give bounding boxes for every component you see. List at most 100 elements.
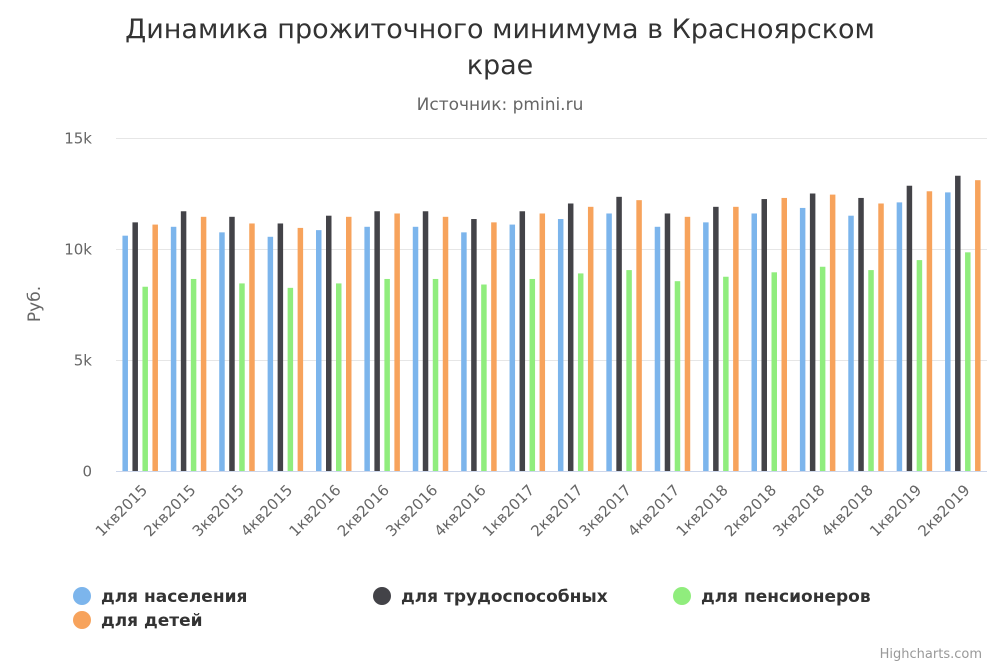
bar[interactable] — [316, 230, 322, 471]
bar[interactable] — [771, 272, 778, 471]
bar[interactable] — [509, 224, 516, 471]
bar[interactable] — [519, 211, 526, 471]
bar[interactable] — [132, 222, 138, 471]
bar[interactable] — [336, 283, 342, 471]
legend-label: для трудоспособных — [401, 587, 608, 607]
chart-title-line-2: крае — [467, 50, 534, 81]
bar[interactable] — [965, 252, 971, 471]
bar[interactable] — [829, 194, 836, 472]
x-tick-label: 2кв2019 — [915, 481, 974, 540]
legend-marker — [73, 611, 91, 629]
bar[interactable] — [809, 193, 816, 472]
bar[interactable] — [200, 216, 207, 471]
bar[interactable] — [384, 278, 390, 471]
bar[interactable] — [945, 192, 951, 471]
x-tick-label: 2кв2018 — [721, 481, 780, 540]
bar[interactable] — [587, 206, 594, 471]
bars-layer — [122, 175, 981, 472]
bar[interactable] — [297, 227, 304, 471]
bar[interactable] — [287, 287, 294, 471]
bar[interactable] — [916, 260, 923, 471]
bar[interactable] — [346, 216, 352, 471]
bar[interactable] — [713, 206, 719, 471]
bar[interactable] — [412, 226, 419, 471]
y-tick-label: 10k — [64, 241, 92, 259]
legend-item[interactable]: для пенсионеров — [673, 587, 871, 607]
x-tick-label: 3кв2018 — [769, 481, 828, 540]
bar[interactable] — [636, 200, 642, 471]
bar[interactable] — [955, 175, 961, 472]
bar[interactable] — [529, 278, 536, 471]
legend-marker — [373, 587, 391, 605]
bar[interactable] — [626, 270, 632, 471]
bar[interactable] — [229, 216, 235, 471]
bar[interactable] — [190, 278, 197, 471]
bar[interactable] — [975, 180, 981, 471]
chart-subtitle: Источник: pmini.ru — [417, 95, 584, 115]
bar[interactable] — [219, 232, 225, 471]
bar[interactable] — [654, 226, 661, 471]
bar[interactable] — [761, 199, 768, 472]
legend[interactable]: для населения для трудоспособных для пенси… — [73, 587, 871, 631]
bar[interactable] — [926, 191, 933, 471]
y-tick-label: 15k — [64, 130, 92, 148]
y-axis-label: Руб. — [25, 286, 45, 322]
bar[interactable] — [878, 203, 884, 472]
bar[interactable] — [152, 224, 158, 471]
bar[interactable] — [733, 206, 739, 471]
bar[interactable] — [491, 222, 497, 471]
bar[interactable] — [723, 276, 729, 471]
bar[interactable] — [848, 215, 854, 471]
bar[interactable] — [751, 213, 758, 472]
bar[interactable] — [664, 213, 671, 472]
bar[interactable] — [374, 211, 380, 471]
legend-item[interactable]: для трудоспособных — [373, 587, 608, 607]
x-tick-label: 1кв2016 — [285, 481, 344, 540]
bar[interactable] — [326, 215, 332, 471]
bar[interactable] — [239, 283, 245, 471]
bar[interactable] — [481, 284, 487, 471]
bar[interactable] — [170, 226, 177, 471]
legend-item[interactable]: для населения — [73, 587, 247, 607]
bar[interactable] — [606, 213, 612, 472]
bar[interactable] — [461, 232, 467, 471]
bar[interactable] — [674, 281, 681, 471]
x-tick-label: 2кв2016 — [334, 481, 393, 540]
bar[interactable] — [267, 236, 274, 471]
bar[interactable] — [799, 207, 806, 471]
bar[interactable] — [249, 223, 255, 471]
bar[interactable] — [577, 273, 584, 471]
bar[interactable] — [122, 235, 128, 471]
bar[interactable] — [432, 278, 439, 471]
legend-marker — [73, 587, 91, 605]
legend-item[interactable]: для детей — [73, 611, 203, 631]
bar[interactable] — [180, 211, 187, 471]
bar[interactable] — [684, 216, 691, 471]
bar[interactable] — [557, 219, 564, 471]
bar[interactable] — [567, 203, 574, 472]
bar[interactable] — [906, 185, 913, 472]
legend-label: для пенсионеров — [701, 587, 871, 607]
bar[interactable] — [703, 222, 709, 471]
bar[interactable] — [781, 197, 788, 471]
credits-link[interactable]: Highcharts.com — [880, 647, 982, 662]
bar[interactable] — [442, 216, 449, 471]
x-axis: 1кв20152кв20153кв20154кв20151кв20162кв20… — [92, 471, 987, 540]
chart-title-line-1: Динамика прожиточного минимума в Красноя… — [125, 14, 875, 45]
bar[interactable] — [394, 213, 400, 472]
bar[interactable] — [858, 197, 864, 471]
bar[interactable] — [277, 223, 284, 471]
legend-label: для детей — [101, 611, 203, 631]
bar[interactable] — [142, 286, 148, 471]
bar[interactable] — [364, 226, 370, 471]
bar[interactable] — [868, 270, 874, 471]
bar[interactable] — [819, 266, 826, 471]
x-tick-label: 4кв2018 — [818, 481, 877, 540]
bar[interactable] — [471, 219, 477, 471]
bar[interactable] — [616, 196, 622, 471]
legend-label: для населения — [101, 587, 247, 607]
bar[interactable] — [539, 213, 546, 472]
bar[interactable] — [896, 202, 903, 471]
bar[interactable] — [422, 211, 429, 471]
